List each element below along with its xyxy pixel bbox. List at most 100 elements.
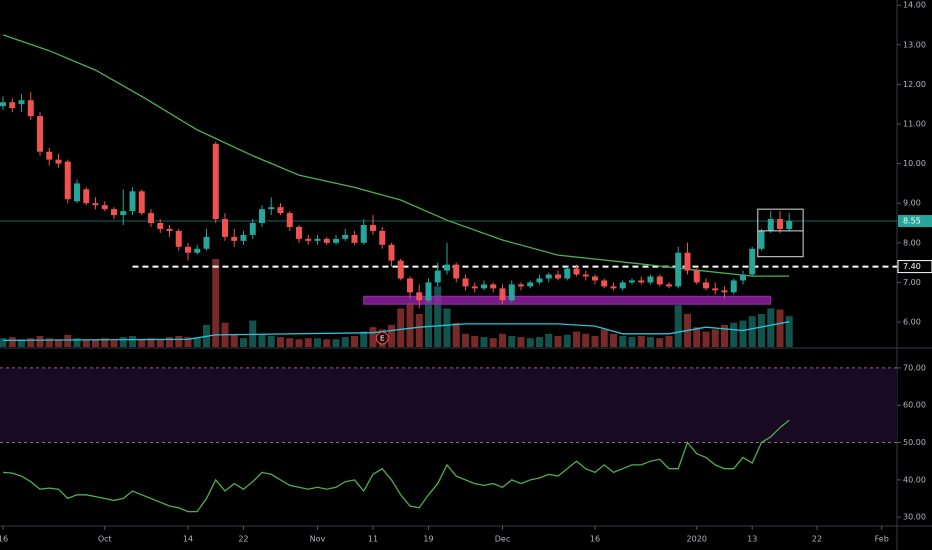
candle-body: [453, 264, 460, 279]
candle-body: [369, 224, 376, 231]
candle-body: [342, 234, 349, 239]
volume-bar: [535, 337, 543, 347]
volume-bar: [156, 339, 164, 347]
volume-bar: [286, 338, 294, 347]
volume-bar: [110, 340, 118, 347]
volume-bar: [54, 339, 62, 347]
candle-body: [286, 213, 293, 227]
volume-bar: [258, 333, 266, 347]
candle-body: [83, 189, 90, 204]
volume-bar: [656, 338, 664, 347]
candle-body: [508, 284, 515, 301]
candle-body: [258, 209, 265, 224]
candle-body: [684, 252, 691, 271]
y-tick-label: 10.00: [903, 159, 926, 168]
volume-bar: [230, 333, 238, 347]
candle-body: [527, 282, 534, 287]
volume-bar: [443, 308, 451, 347]
volume-bar: [461, 333, 469, 347]
volume-bar: [91, 339, 99, 347]
volume-bar: [572, 331, 580, 347]
candle-body: [332, 238, 339, 243]
volume-bar: [480, 337, 488, 347]
volume-bar: [147, 338, 155, 347]
volume-bar: [600, 329, 608, 347]
candle-body: [388, 244, 395, 261]
rsi-tick-label: 60.00: [903, 401, 926, 410]
volume-bar: [165, 337, 173, 347]
candle-body: [184, 246, 191, 253]
candle-body: [129, 191, 136, 212]
level-label: 7.40: [903, 262, 921, 271]
volume-bar: [304, 338, 312, 347]
volume-bar: [452, 322, 460, 347]
candle-body: [758, 230, 765, 249]
rsi-tick-label: 70.00: [903, 363, 926, 372]
volume-bar: [582, 333, 590, 347]
candle-body: [360, 224, 367, 243]
volume-bar: [471, 335, 479, 347]
volume-bar: [665, 335, 673, 347]
range-box: [757, 208, 804, 258]
volume-bar: [508, 335, 516, 347]
candle-body: [277, 207, 284, 214]
rsi-tick-label: 30.00: [903, 513, 926, 522]
candle-body: [656, 276, 663, 285]
candle-body: [175, 230, 182, 247]
candle-body: [120, 211, 127, 216]
candle-body: [480, 284, 487, 289]
volume-bar: [0, 338, 7, 347]
volume-bar: [332, 339, 340, 347]
candle-body: [462, 278, 469, 287]
volume-bar: [193, 338, 201, 347]
candle-body: [702, 282, 709, 289]
volume-bar: [387, 324, 395, 347]
volume-bar: [128, 335, 136, 347]
volume-bar: [119, 337, 127, 347]
candle-body: [249, 223, 256, 235]
candle-body: [203, 236, 210, 249]
candle-body: [295, 226, 302, 239]
zone: [363, 295, 772, 305]
candle-body: [64, 161, 71, 200]
candle-body: [767, 219, 774, 231]
candle-body: [147, 213, 154, 224]
volume-bar: [369, 327, 377, 347]
candle-body: [628, 280, 635, 283]
x-tick-label: 16: [590, 535, 600, 544]
volume-bar: [517, 337, 525, 347]
volume-bar: [646, 337, 654, 347]
rsi-tick-label: 50.00: [903, 438, 926, 447]
candle-body: [194, 248, 201, 253]
volume-bar: [498, 333, 506, 347]
candle-body: [554, 274, 561, 279]
volume-bar: [239, 338, 247, 347]
candle-body: [610, 286, 617, 289]
volume-bar: [45, 338, 53, 347]
volume-bar: [406, 302, 414, 347]
rsi-line: [2, 419, 790, 513]
volume-bar: [360, 331, 368, 347]
candle-body: [379, 230, 386, 245]
volume-bar: [64, 334, 72, 347]
volume-bar: [101, 338, 109, 347]
candle-body: [157, 223, 164, 229]
y-tick-label: 11.00: [903, 119, 926, 128]
candle-body: [675, 252, 682, 287]
candle-body: [739, 274, 746, 281]
volume-bar: [424, 297, 432, 347]
candle-body: [240, 234, 247, 241]
event-marker: [375, 331, 389, 345]
rsi-tick-label: 40.00: [903, 475, 926, 484]
level-tag: [897, 260, 932, 274]
candle-body: [36, 116, 43, 152]
candle-body: [573, 268, 580, 275]
volume-bar: [767, 308, 775, 347]
candle-body: [619, 282, 626, 289]
candle-body: [721, 290, 728, 293]
candle-body: [221, 219, 228, 237]
volume-bar: [397, 308, 405, 347]
x-tick-label: 13: [747, 535, 757, 544]
volume-bar: [73, 338, 81, 347]
last-price-tag: [898, 215, 932, 228]
